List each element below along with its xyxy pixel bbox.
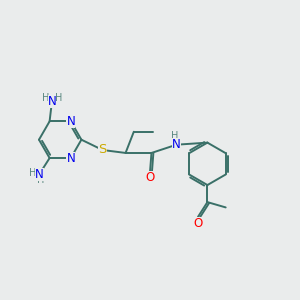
Text: H: H: [42, 93, 49, 103]
Text: N: N: [172, 138, 181, 151]
Text: H: H: [171, 131, 179, 142]
Text: H: H: [29, 168, 37, 178]
Text: H: H: [37, 175, 44, 184]
Text: N: N: [35, 168, 44, 181]
Text: N: N: [66, 115, 75, 128]
Text: O: O: [194, 217, 202, 230]
Text: S: S: [98, 143, 107, 157]
Text: N: N: [66, 152, 75, 165]
Text: N: N: [48, 95, 56, 108]
Text: H: H: [55, 93, 62, 103]
Text: O: O: [146, 171, 154, 184]
